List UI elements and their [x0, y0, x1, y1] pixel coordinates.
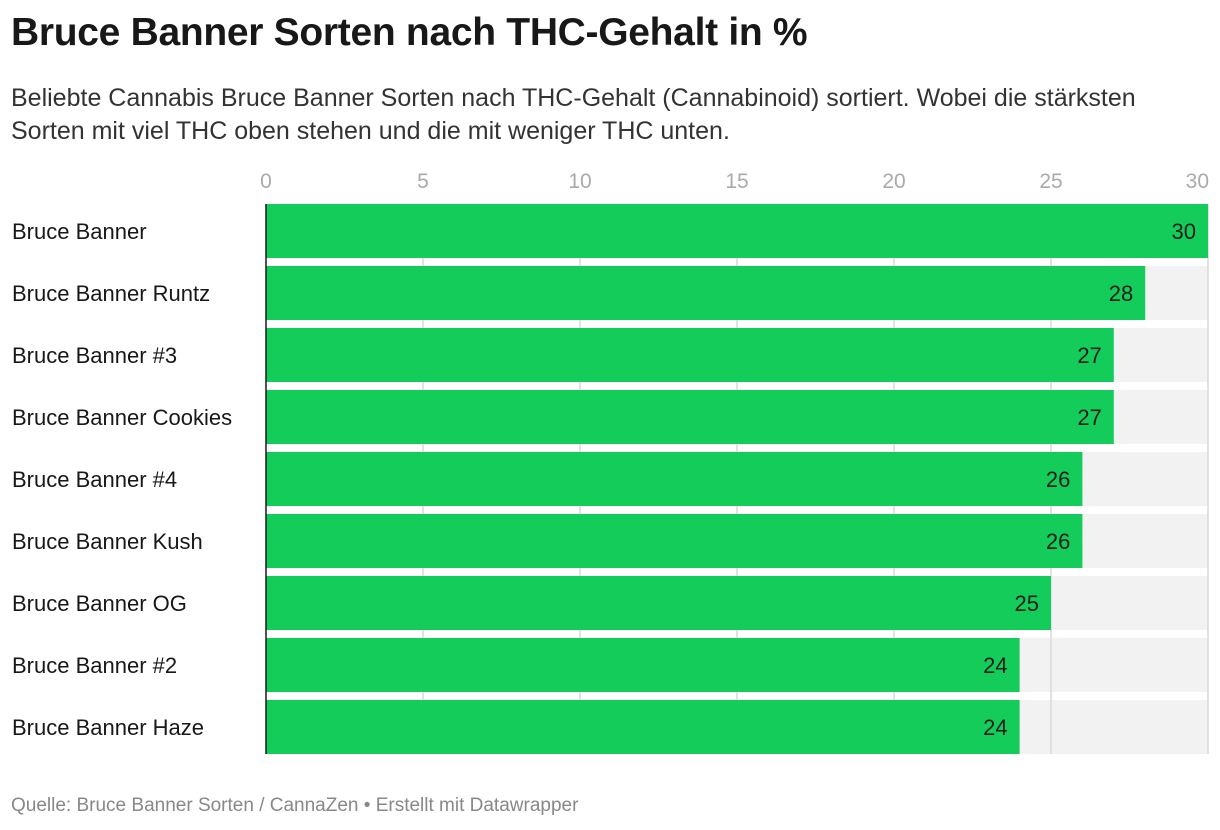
bar-chart: 0 5 10 15 20 25 30 Bruce Banner Bruce Banner Ru… [12, 170, 1209, 754]
category-label: Bruce Banner Haze [12, 715, 204, 740]
bar [266, 638, 1020, 692]
source-note: Quelle: Bruce Banner Sorten / CannaZen •… [11, 795, 579, 816]
category-labels: Bruce Banner Bruce Banner Runtz Bruce Bann… [12, 219, 232, 740]
x-axis-ticks: 0 5 10 15 20 25 30 [260, 170, 1209, 193]
value-label: 24 [983, 653, 1007, 678]
x-tick-label: 10 [568, 170, 591, 193]
category-label: Bruce Banner #2 [12, 653, 177, 678]
x-tick-label: 0 [260, 170, 272, 193]
bar [266, 204, 1208, 258]
bar [266, 266, 1146, 320]
value-label: 27 [1077, 405, 1101, 430]
category-label: Bruce Banner #4 [12, 467, 177, 492]
bar [266, 514, 1083, 568]
value-label: 25 [1015, 591, 1039, 616]
bar [266, 328, 1114, 382]
category-label: Bruce Banner Cookies [12, 405, 232, 430]
category-label: Bruce Banner Runtz [12, 281, 210, 306]
bar [266, 700, 1020, 754]
x-tick-label: 30 [1186, 170, 1209, 193]
chart-title: Bruce Banner Sorten nach THC-Gehalt in % [11, 11, 808, 54]
bar [266, 390, 1114, 444]
x-tick-label: 20 [882, 170, 905, 193]
value-label: 26 [1046, 467, 1070, 492]
value-labels: 30 28 27 27 26 26 25 24 24 [983, 219, 1196, 740]
x-tick-label: 15 [725, 170, 748, 193]
value-label: 30 [1172, 219, 1196, 244]
bar [266, 576, 1051, 630]
x-tick-label: 5 [417, 170, 429, 193]
bars [266, 204, 1208, 754]
bar [266, 452, 1083, 506]
value-label: 28 [1109, 281, 1133, 306]
category-label: Bruce Banner Kush [12, 529, 203, 554]
category-label: Bruce Banner [12, 219, 147, 244]
value-label: 26 [1046, 529, 1070, 554]
value-label: 24 [983, 715, 1007, 740]
x-tick-label: 25 [1039, 170, 1062, 193]
category-label: Bruce Banner #3 [12, 343, 177, 368]
category-label: Bruce Banner OG [12, 591, 187, 616]
value-label: 27 [1077, 343, 1101, 368]
chart-subtitle: Beliebte Cannabis Bruce Banner Sorten na… [11, 84, 1136, 145]
